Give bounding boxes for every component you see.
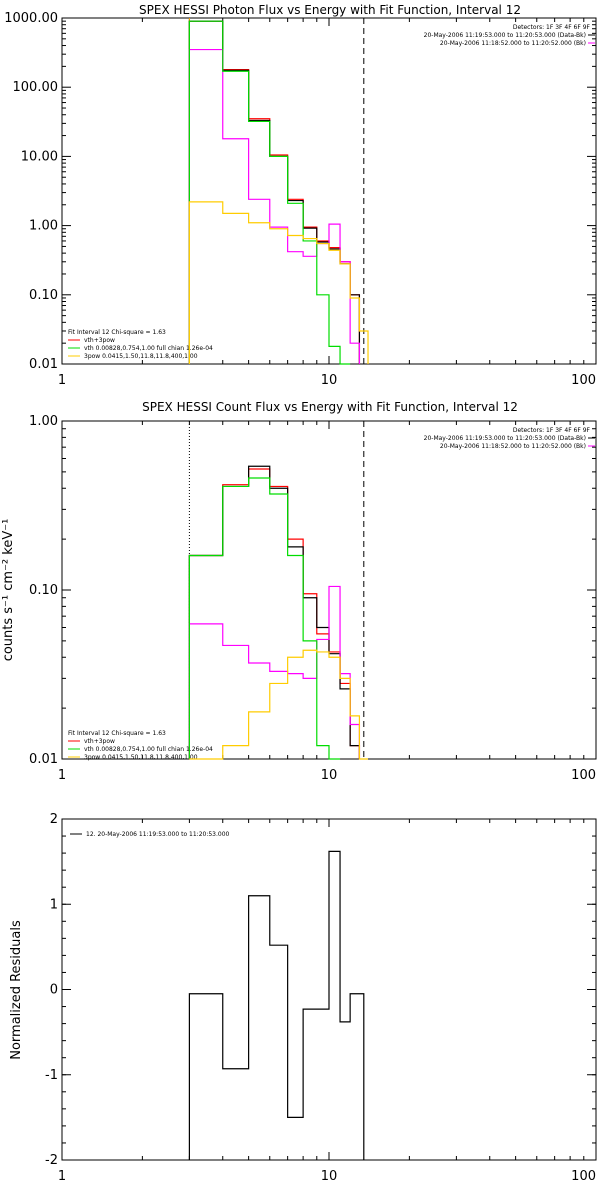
photon-y-tick-labels: 0.01 0.10 1.00 10.00 100.00 1000.00 <box>4 11 58 372</box>
residuals-legend-label: 12. 20-May-2006 11:19:53.000 to 11:20:53… <box>86 831 230 838</box>
y-tick-label: 1.00 <box>29 414 58 429</box>
count-y-tick-labels: 0.01 0.10 1.00 <box>29 414 58 767</box>
series-data-step <box>188 465 361 759</box>
panel-2-marks <box>61 818 597 1161</box>
x-tick-label: 100 <box>571 768 596 783</box>
y-tick-label: 0.10 <box>29 288 58 303</box>
total-fit-label: vth+3pow <box>84 738 115 745</box>
count-info-bottom: Fit Interval 12 Chi-square = 1.63 vth+3p… <box>68 730 213 761</box>
residuals-y-axis-label: Normalized Residuals <box>9 920 24 1060</box>
y-tick-label: -1 <box>45 1068 58 1083</box>
x-tick-label: 1 <box>58 373 66 388</box>
y-tick-label: 10.00 <box>21 149 58 164</box>
y-tick-label: -2 <box>45 1153 58 1168</box>
detectors-text: Detectors: 1F 3F 4F 6F 9F <box>513 427 591 434</box>
count-panel-title: SPEX HESSI Count Flux vs Energy with Fit… <box>142 400 518 414</box>
3pow-label: 3pow 0.0415,1.50,11.8,11.8,400,1.00 <box>84 353 198 360</box>
series-3pow-step <box>189 649 369 760</box>
residuals-y-tick-labels: -2 -1 0 1 2 <box>45 812 58 1168</box>
fit-interval-text: Fit Interval 12 Chi-square = 1.63 <box>68 329 166 336</box>
y-tick-label: 0.01 <box>29 357 58 372</box>
series-12-20-may-2006-11-19-53-000-to-11-20-53-000-step <box>188 850 365 1160</box>
series-vth-3pow-step <box>188 468 361 759</box>
y-tick-label: 2 <box>50 812 58 827</box>
photon-x-tick-labels: 1 10 100 <box>58 373 596 388</box>
count-info-top: Detectors: 1F 3F 4F 6F 9F 20-May-2006 11… <box>424 427 595 450</box>
chart-marks <box>61 17 597 1161</box>
data-time-text: 20-May-2006 11:19:53.000 to 11:20:53.000… <box>424 435 586 442</box>
series-3pow-step <box>188 201 369 364</box>
x-tick-label: 100 <box>571 1169 596 1184</box>
residuals-legend: 12. 20-May-2006 11:19:53.000 to 11:20:53… <box>70 831 230 838</box>
count-flux-panel: SPEX HESSI Count Flux vs Energy with Fit… <box>1 400 597 783</box>
x-tick-label: 10 <box>321 373 338 388</box>
background-time-text: 20-May-2006 11:18:52.000 to 11:20:52.000… <box>440 40 586 47</box>
series-data-step <box>188 20 361 364</box>
photon-info-top: Detectors: 1F 3F 4F 6F 9F 20-May-2006 11… <box>424 24 595 47</box>
residuals-x-tick-labels: 1 10 100 <box>58 1169 596 1184</box>
y-tick-label: 0 <box>50 983 58 998</box>
series-data-step <box>188 48 361 364</box>
y-tick-label: 1.00 <box>29 219 58 234</box>
series-vth-step <box>188 477 341 760</box>
residuals-panel: Normalized Residuals 1 10 100 -2 -1 0 1 … <box>9 812 597 1184</box>
background-time-text: 20-May-2006 11:18:52.000 to 11:20:52.000… <box>440 443 586 450</box>
y-tick-label: 0.01 <box>29 752 58 767</box>
detectors-text: Detectors: 1F 3F 4F 6F 9F <box>513 24 591 31</box>
series-vth-3pow-step <box>188 20 361 364</box>
photon-flux-panel: SPEX HESSI Photon Flux vs Energy with Fi… <box>4 3 597 388</box>
y-tick-label: 1 <box>50 897 58 912</box>
y-tick-label: 0.10 <box>29 583 58 598</box>
x-tick-label: 1 <box>58 768 66 783</box>
x-tick-label: 10 <box>321 1169 338 1184</box>
fit-interval-text: Fit Interval 12 Chi-square = 1.63 <box>68 730 166 737</box>
count-y-axis-label: counts s⁻¹ cm⁻² keV⁻¹ <box>1 519 16 662</box>
photon-info-bottom: Fit Interval 12 Chi-square = 1.63 vth+3p… <box>68 329 213 360</box>
x-tick-label: 1 <box>58 1169 66 1184</box>
series-data-step <box>188 585 361 759</box>
panel-1-marks <box>61 420 597 760</box>
total-fit-label: vth+3pow <box>84 337 115 344</box>
count-x-tick-labels: 1 10 100 <box>58 768 596 783</box>
x-tick-label: 10 <box>321 768 338 783</box>
vth-label: vth 0.00828,0.754,1.00 full chian 1.26e-… <box>84 345 213 352</box>
photon-panel-title: SPEX HESSI Photon Flux vs Energy with Fi… <box>139 3 521 17</box>
vth-label: vth 0.00828,0.754,1.00 full chian 1.26e-… <box>84 746 213 753</box>
data-time-text: 20-May-2006 11:19:53.000 to 11:20:53.000… <box>424 32 586 39</box>
series-vth-step <box>188 20 351 365</box>
3pow-label: 3pow 0.0415,1.50,11.8,11.8,400,1.00 <box>84 754 198 761</box>
x-tick-label: 100 <box>571 373 596 388</box>
y-tick-label: 100.00 <box>13 80 59 95</box>
y-tick-label: 1000.00 <box>4 11 58 26</box>
panel-0-marks <box>61 17 597 365</box>
